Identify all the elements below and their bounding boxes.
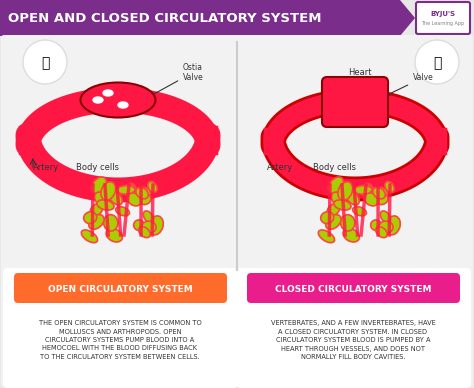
- Text: Artery: Artery: [267, 163, 293, 172]
- Ellipse shape: [90, 204, 103, 216]
- Ellipse shape: [118, 102, 128, 108]
- Ellipse shape: [104, 215, 118, 231]
- FancyBboxPatch shape: [14, 273, 227, 303]
- Ellipse shape: [319, 230, 335, 242]
- Ellipse shape: [341, 215, 355, 231]
- Ellipse shape: [81, 83, 155, 118]
- Ellipse shape: [91, 177, 106, 194]
- Ellipse shape: [334, 200, 351, 210]
- Ellipse shape: [385, 216, 400, 235]
- Ellipse shape: [94, 192, 107, 206]
- Ellipse shape: [148, 182, 157, 192]
- FancyBboxPatch shape: [322, 77, 388, 127]
- Ellipse shape: [127, 193, 142, 206]
- Text: BYJU'S: BYJU'S: [430, 11, 456, 17]
- Ellipse shape: [89, 215, 104, 229]
- FancyBboxPatch shape: [416, 2, 470, 34]
- Ellipse shape: [363, 184, 373, 196]
- Ellipse shape: [101, 182, 116, 200]
- Ellipse shape: [93, 97, 103, 103]
- Circle shape: [23, 40, 67, 84]
- Text: VERTEBRATES, AND A FEW INVERTEBRATES, HAVE
A CLOSED CIRCULATORY SYSTEM. IN CLOSE: VERTEBRATES, AND A FEW INVERTEBRATES, HA…: [271, 320, 436, 360]
- FancyBboxPatch shape: [3, 268, 238, 388]
- Ellipse shape: [343, 229, 359, 242]
- Ellipse shape: [108, 189, 122, 205]
- Ellipse shape: [125, 184, 136, 199]
- Ellipse shape: [354, 185, 372, 194]
- Ellipse shape: [106, 229, 122, 242]
- Ellipse shape: [376, 227, 387, 237]
- Ellipse shape: [117, 185, 135, 194]
- Ellipse shape: [82, 230, 98, 242]
- Ellipse shape: [326, 215, 341, 229]
- Ellipse shape: [103, 90, 113, 96]
- Ellipse shape: [142, 221, 156, 233]
- Ellipse shape: [136, 187, 148, 199]
- Ellipse shape: [364, 193, 379, 206]
- Text: Valve: Valve: [387, 73, 434, 95]
- Text: Artery: Artery: [33, 163, 59, 172]
- Text: Body cells: Body cells: [76, 163, 119, 172]
- Ellipse shape: [116, 207, 129, 216]
- Ellipse shape: [126, 184, 136, 196]
- Ellipse shape: [328, 177, 343, 194]
- Text: CLOSED CIRCULATORY SYSTEM: CLOSED CIRCULATORY SYSTEM: [275, 284, 431, 293]
- Ellipse shape: [362, 184, 373, 199]
- Ellipse shape: [379, 221, 393, 233]
- Text: 🪱: 🪱: [433, 56, 441, 70]
- FancyBboxPatch shape: [236, 268, 471, 388]
- Ellipse shape: [327, 204, 340, 216]
- Ellipse shape: [373, 187, 388, 199]
- Circle shape: [415, 40, 459, 84]
- Ellipse shape: [375, 194, 388, 204]
- Ellipse shape: [138, 194, 151, 204]
- Ellipse shape: [143, 211, 154, 223]
- Text: THE OPEN CIRCULATORY SYSTEM IS COMMON TO
MOLLUSCS AND ARTHROPODS. OPEN
CIRCULATO: THE OPEN CIRCULATORY SYSTEM IS COMMON TO…: [38, 320, 201, 360]
- Ellipse shape: [148, 216, 163, 235]
- Ellipse shape: [371, 220, 382, 230]
- Ellipse shape: [345, 189, 359, 205]
- Ellipse shape: [373, 187, 385, 199]
- Ellipse shape: [353, 207, 366, 216]
- Text: 🦗: 🦗: [41, 56, 49, 70]
- FancyBboxPatch shape: [0, 0, 390, 36]
- Text: OPEN CIRCULATORY SYSTEM: OPEN CIRCULATORY SYSTEM: [47, 284, 192, 293]
- Ellipse shape: [380, 211, 391, 223]
- Ellipse shape: [139, 227, 150, 237]
- Text: Heart: Heart: [348, 68, 372, 77]
- Ellipse shape: [97, 200, 114, 210]
- FancyBboxPatch shape: [1, 35, 473, 387]
- Ellipse shape: [321, 212, 334, 223]
- Ellipse shape: [136, 187, 151, 199]
- FancyBboxPatch shape: [247, 273, 460, 303]
- Text: The Learning App: The Learning App: [421, 21, 465, 26]
- Text: Ostia
Valve: Ostia Valve: [146, 62, 204, 98]
- Ellipse shape: [338, 182, 353, 200]
- Ellipse shape: [331, 192, 344, 206]
- Text: OPEN AND CLOSED CIRCULATORY SYSTEM: OPEN AND CLOSED CIRCULATORY SYSTEM: [8, 12, 321, 24]
- Ellipse shape: [134, 220, 145, 230]
- Polygon shape: [0, 0, 415, 36]
- Text: Body cells: Body cells: [313, 163, 356, 172]
- Ellipse shape: [385, 182, 394, 192]
- Ellipse shape: [84, 212, 97, 223]
